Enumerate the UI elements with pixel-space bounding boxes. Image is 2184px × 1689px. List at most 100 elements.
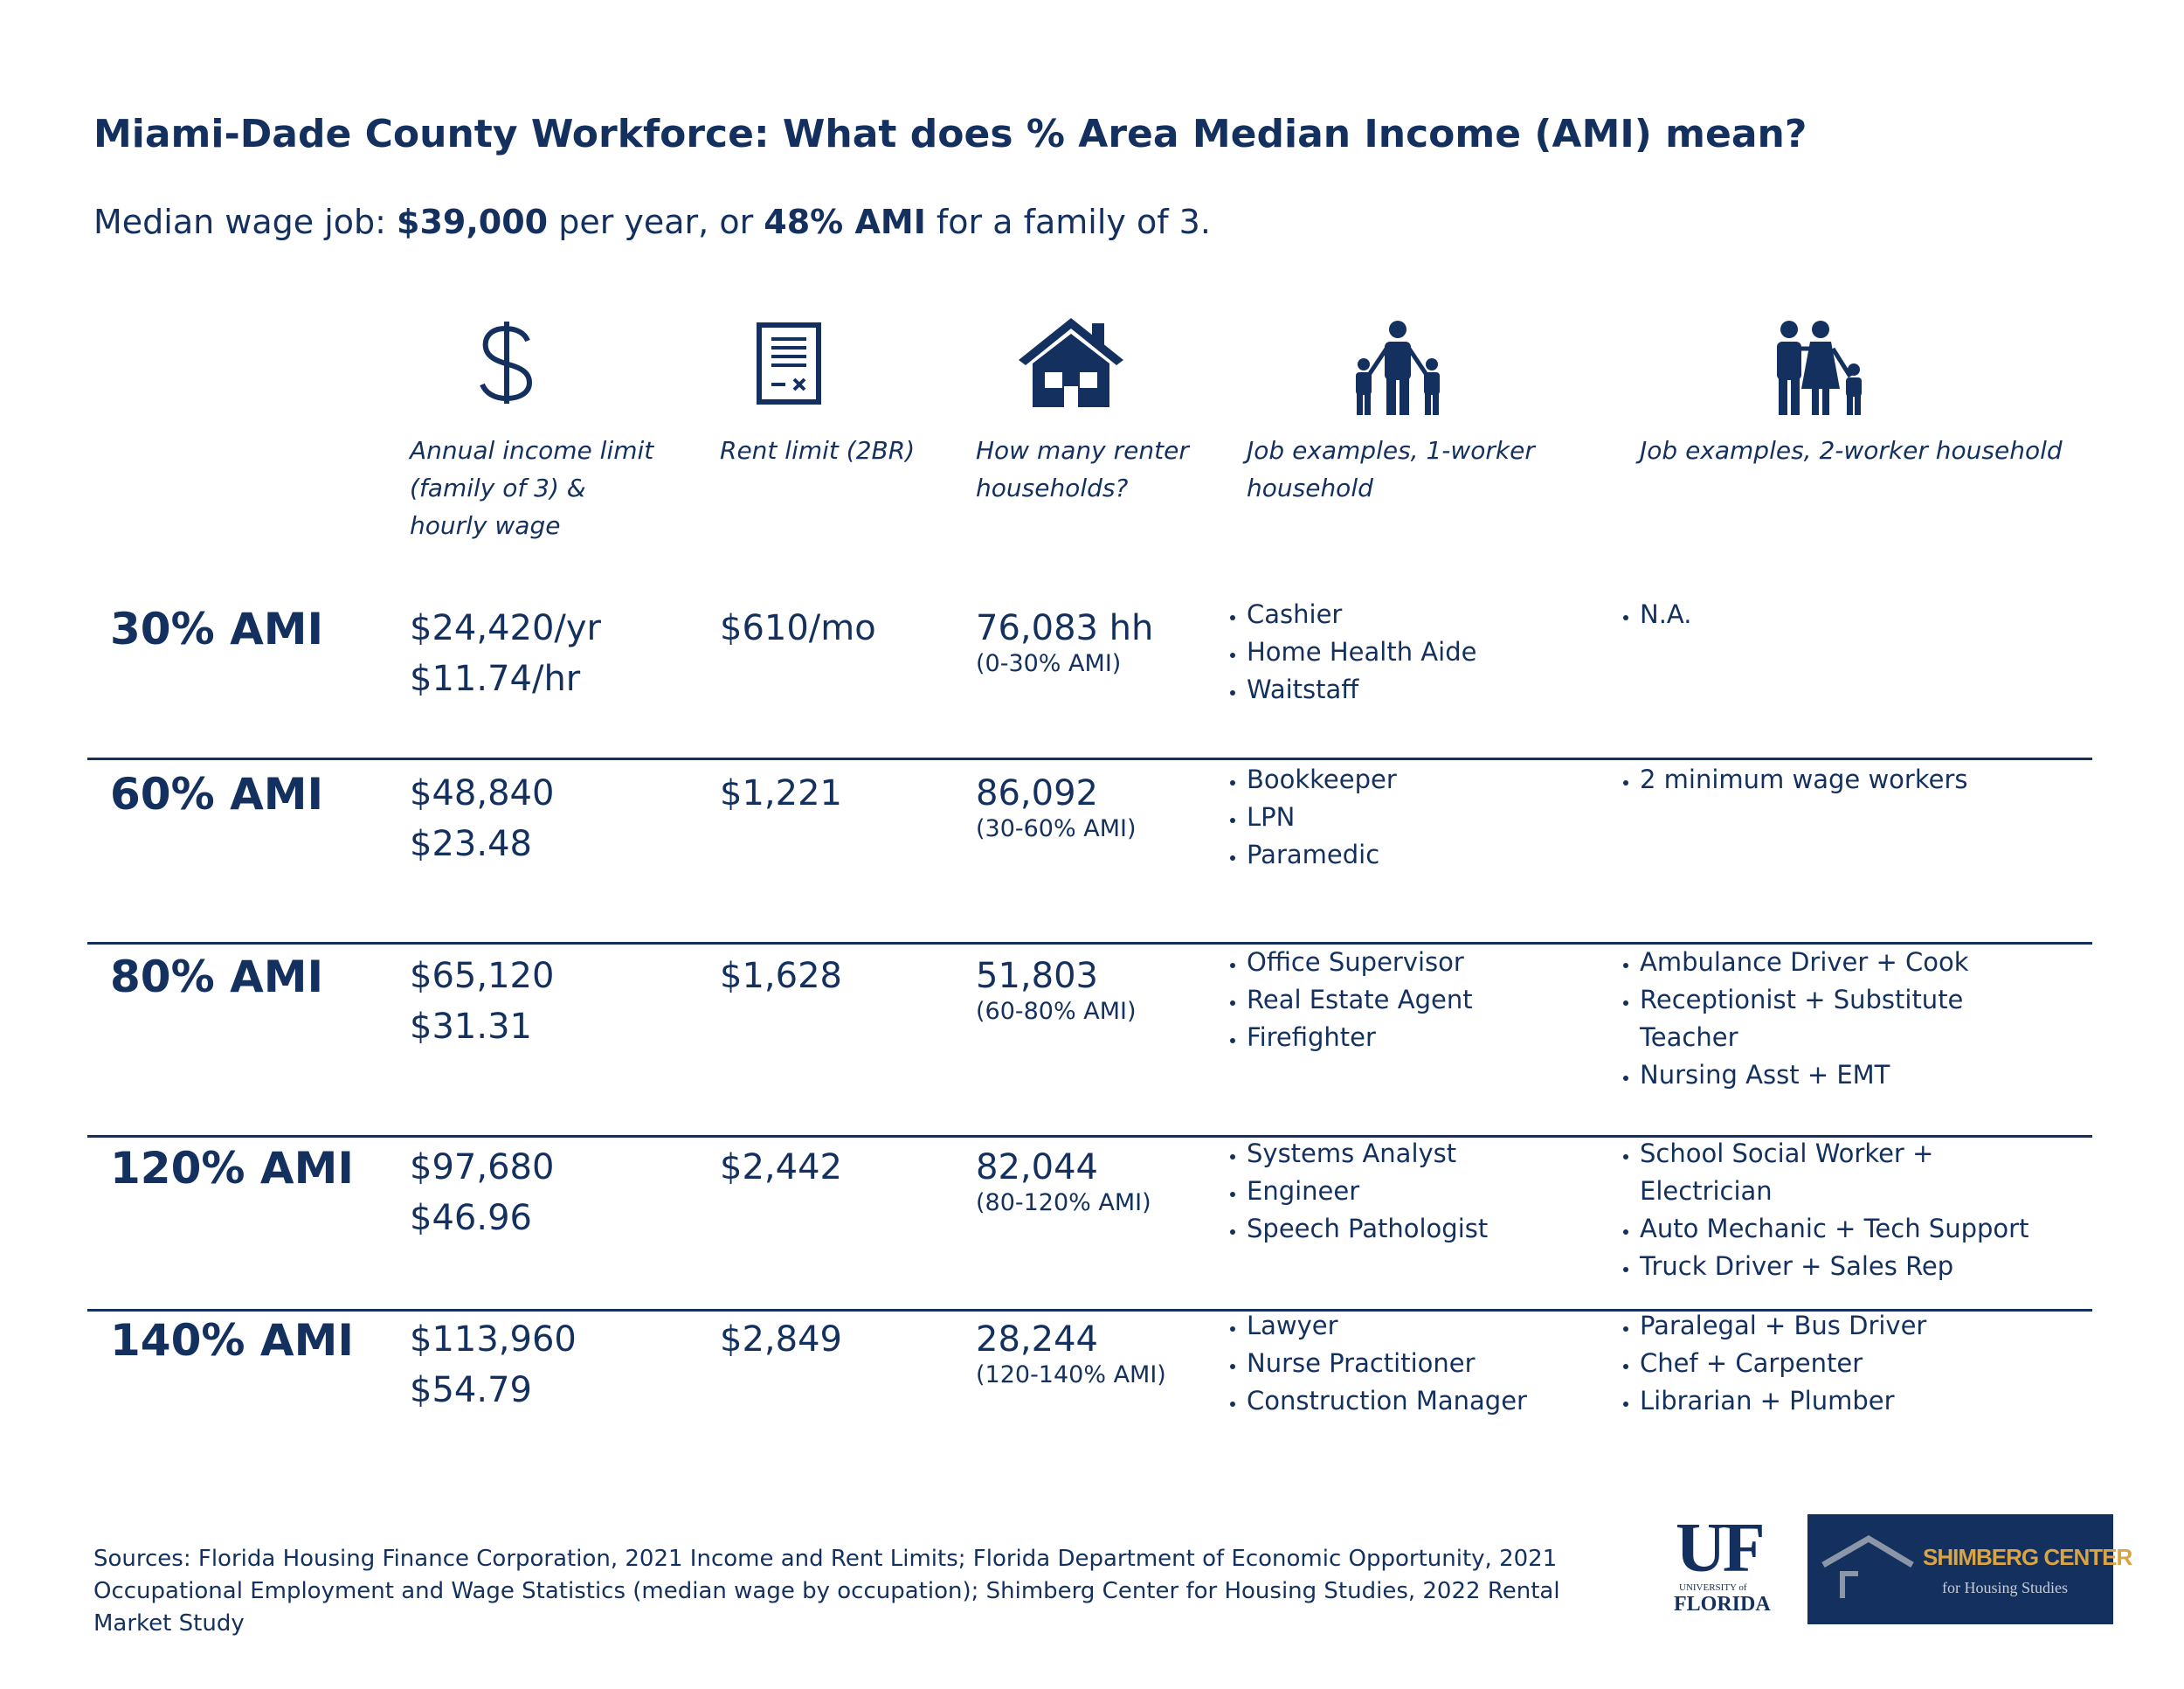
income: $48,840 $23.48 xyxy=(410,768,554,869)
column-header: How many renter households? xyxy=(976,432,1189,507)
uf-sub1: UNIVERSITY of xyxy=(1679,1582,1747,1593)
lease-lines xyxy=(771,337,806,391)
job-line: LPN xyxy=(1247,802,1296,832)
subtitle-part: $39,000 xyxy=(397,203,549,241)
lease-frame xyxy=(757,322,821,405)
job-line: Receptionist + Substitute xyxy=(1640,985,1964,1014)
job-item: Chef + Carpenter xyxy=(1640,1345,1926,1382)
job-line: Nurse Practitioner xyxy=(1247,1348,1476,1378)
job-item: Waitstaff xyxy=(1247,671,1476,709)
job-item: Bookkeeper xyxy=(1247,761,1397,799)
income-line: $65,120 xyxy=(410,956,555,996)
source-line: Sources: Florida Housing Finance Corpora… xyxy=(93,1546,1558,1572)
job-item: Nurse Practitioner xyxy=(1247,1345,1527,1382)
dollar-path xyxy=(480,322,533,404)
job-item: Speech Pathologist xyxy=(1247,1210,1488,1248)
job-item: Truck Driver + Sales Rep xyxy=(1640,1248,2028,1285)
job-item: Auto Mechanic + Tech Support xyxy=(1640,1210,2028,1248)
shimberg-logo: SHIMBERG CENTER for Housing Studies xyxy=(1807,1514,2132,1624)
job-line: N.A. xyxy=(1640,599,1692,629)
job-line: Office Supervisor xyxy=(1247,947,1464,977)
income-line: $24,420/yr xyxy=(410,608,602,648)
job-line: Librarian + Plumber xyxy=(1640,1386,1895,1416)
income-line: $31.31 xyxy=(410,1007,532,1047)
job-item: Firefighter xyxy=(1247,1019,1473,1056)
subtitle-part: for a family of 3. xyxy=(925,203,1211,241)
house-icon xyxy=(1019,318,1123,407)
households-range: (80-120% AMI) xyxy=(976,1189,1151,1216)
ami-label: 30% AMI xyxy=(110,604,324,654)
job-list: N.A. xyxy=(1599,596,1691,633)
income-line: $23.48 xyxy=(410,824,532,864)
job-list: School Social Worker + Electrician Auto Me… xyxy=(1599,1135,2028,1285)
job-line: 2 minimum wage workers xyxy=(1640,765,1968,794)
income-line: $11.74/hr xyxy=(410,659,581,699)
job-line: Teacher xyxy=(1640,1022,1738,1052)
households: 86,092 xyxy=(976,773,1098,813)
job-item: 2 minimum wage workers xyxy=(1640,761,1968,799)
rent: $2,442 xyxy=(720,1147,842,1187)
income: $113,960 $54.79 xyxy=(410,1314,577,1416)
two-worker-icon xyxy=(1777,321,1862,415)
ami-label: 60% AMI xyxy=(110,769,324,820)
job-line: Real Estate Agent xyxy=(1247,985,1473,1014)
households: 51,803 xyxy=(976,956,1098,996)
job-item: Construction Manager xyxy=(1247,1382,1527,1420)
households-range: (30-60% AMI) xyxy=(976,815,1137,842)
households: 82,044 xyxy=(976,1147,1098,1187)
job-line: Paramedic xyxy=(1247,840,1380,869)
sources: Sources: Florida Housing Finance Corpora… xyxy=(93,1543,1560,1640)
job-line: Home Health Aide xyxy=(1247,637,1477,667)
ami-label: 140% AMI xyxy=(110,1315,354,1366)
job-item: Lawyer xyxy=(1247,1307,1527,1345)
lease-icon xyxy=(757,322,821,405)
header-line: Job examples, 2-worker household xyxy=(1640,436,2063,465)
income-line: $113,960 xyxy=(410,1319,577,1360)
job-line: Ambulance Driver + Cook xyxy=(1640,947,1969,977)
job-list: Office Supervisor Real Estate Agent Firefi… xyxy=(1206,944,1473,1056)
households-range: (0-30% AMI) xyxy=(976,650,1122,677)
row-rule xyxy=(87,1309,2092,1312)
job-line: Engineer xyxy=(1247,1176,1360,1206)
job-item: Home Health Aide xyxy=(1247,633,1476,671)
job-line: Electrician xyxy=(1640,1176,1773,1206)
title: Miami-Dade County Workforce: What does %… xyxy=(93,112,1807,156)
subtitle-part: Median wage job: xyxy=(93,203,397,241)
job-list: Cashier Home Health Aide Waitstaff xyxy=(1206,596,1476,709)
job-line: Auto Mechanic + Tech Support xyxy=(1640,1214,2029,1243)
header-line: Annual income limit xyxy=(410,436,654,465)
job-item: Paralegal + Bus Driver xyxy=(1640,1307,1926,1345)
shimberg-roof xyxy=(1821,1534,1914,1598)
job-list: Lawyer Nurse Practitioner Construction Man… xyxy=(1206,1307,1527,1420)
job-item: Office Supervisor xyxy=(1247,944,1473,981)
header-line: Job examples, 1-worker xyxy=(1247,436,1535,465)
job-item: LPN xyxy=(1247,799,1397,836)
header-line: hourly wage xyxy=(410,511,561,540)
rent: $2,849 xyxy=(720,1319,842,1360)
ami-label: 80% AMI xyxy=(110,952,324,1002)
job-list: Paralegal + Bus Driver Chef + Carpenter Li… xyxy=(1599,1307,1926,1420)
income-line: $54.79 xyxy=(410,1370,532,1410)
dollar-icon xyxy=(480,322,533,404)
subtitle-part: per year, or xyxy=(548,203,764,241)
job-list: Systems Analyst Engineer Speech Pathologis… xyxy=(1206,1135,1488,1248)
job-line: Waitstaff xyxy=(1247,675,1359,704)
households-range: (120-140% AMI) xyxy=(976,1361,1166,1388)
job-line: Cashier xyxy=(1247,599,1343,629)
job-list: Bookkeeper LPN Paramedic xyxy=(1206,761,1397,874)
subtitle: Median wage job: $39,000 per year, or 48… xyxy=(93,203,1211,241)
header-line: How many renter xyxy=(976,436,1189,465)
job-list: 2 minimum wage workers xyxy=(1599,761,1968,799)
column-header: Annual income limit (family of 3) & hourly… xyxy=(410,432,653,544)
income: $24,420/yr $11.74/hr xyxy=(410,603,601,704)
source-line: Market Study xyxy=(93,1610,245,1637)
column-header: Rent limit (2BR) xyxy=(720,432,915,469)
column-header: Job examples, 1-worker household xyxy=(1247,432,1535,507)
job-line: Speech Pathologist xyxy=(1247,1214,1489,1243)
job-line: Truck Driver + Sales Rep xyxy=(1640,1251,1954,1281)
header-line: households? xyxy=(976,474,1129,502)
job-item: Engineer xyxy=(1247,1173,1488,1210)
income-line: $46.96 xyxy=(410,1198,532,1238)
job-item: Real Estate Agent xyxy=(1247,981,1473,1019)
